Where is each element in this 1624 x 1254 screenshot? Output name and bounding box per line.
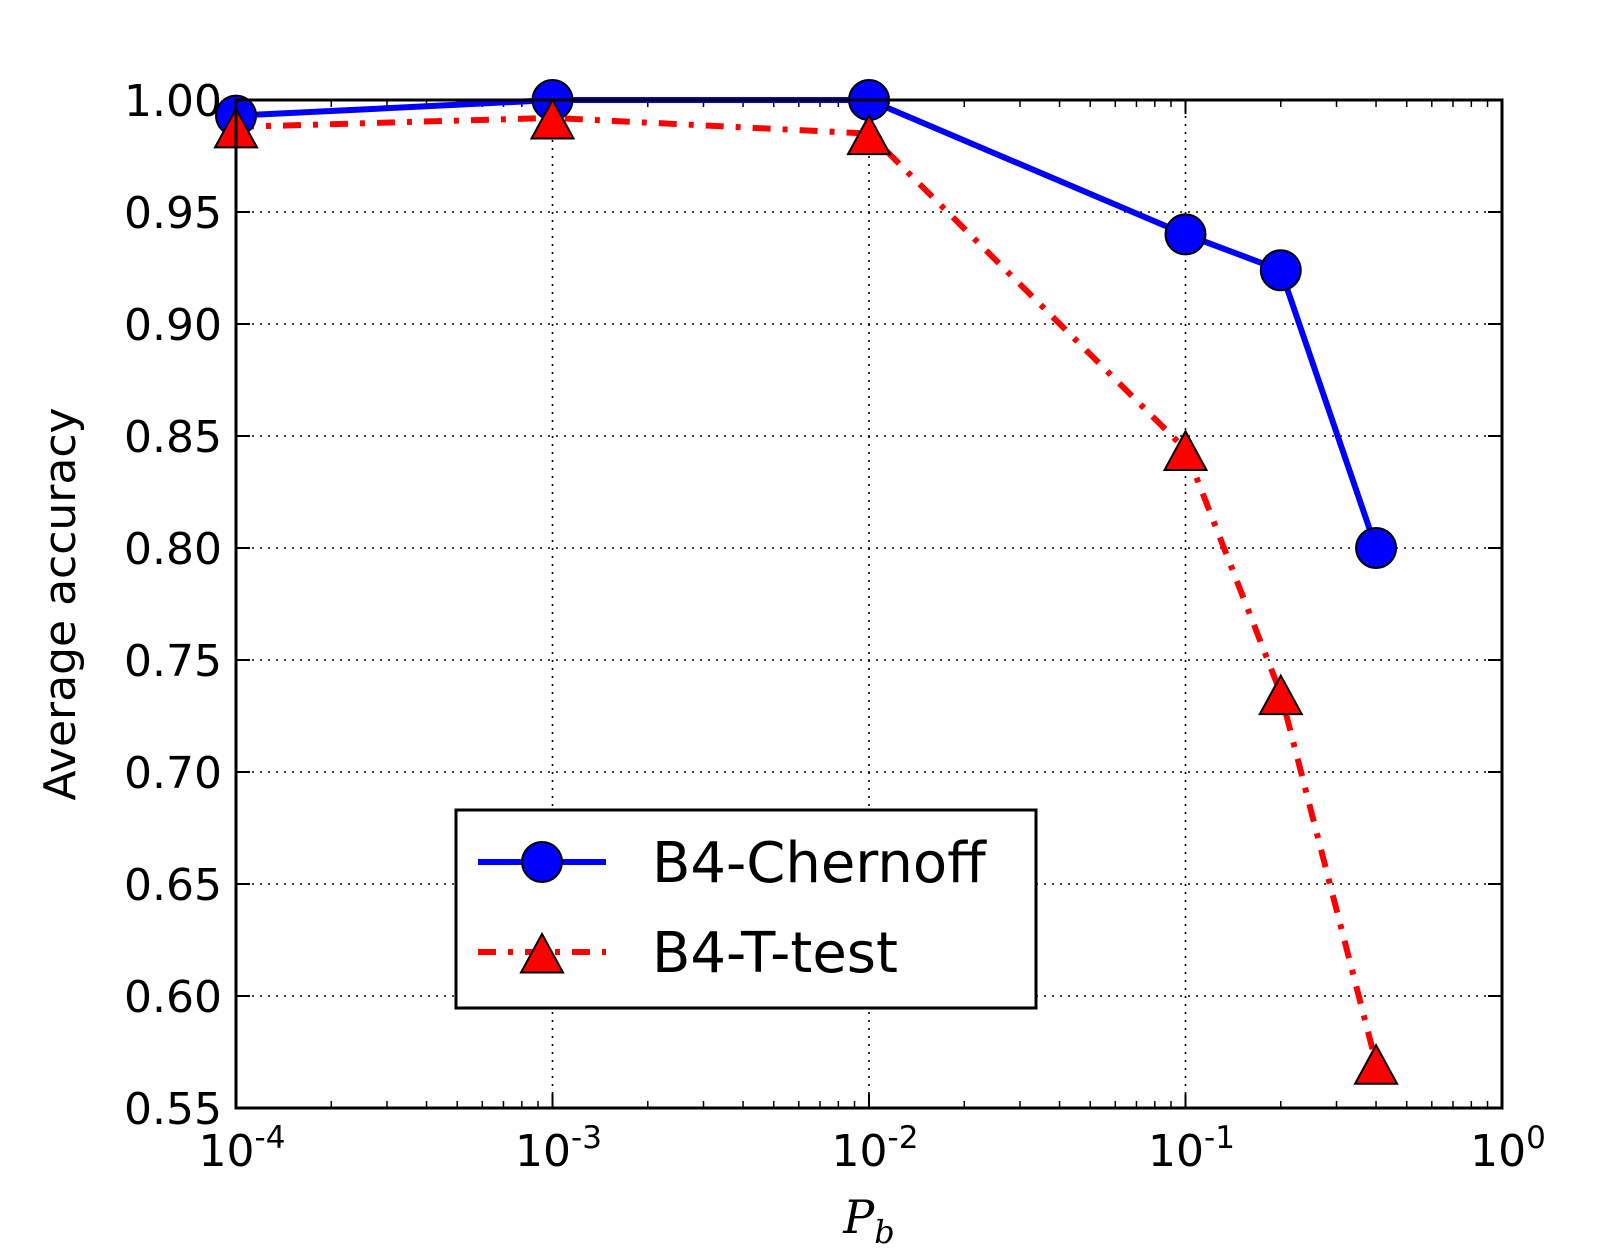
series-line-b4-t-test: [235, 114, 1380, 1064]
x-axis-label: Pb: [842, 1190, 894, 1251]
y-tick-label: 0.90: [124, 300, 222, 351]
legend-box: [454, 808, 1038, 1010]
y-tick-label: 0.55: [124, 1084, 222, 1135]
plot-frame: [234, 98, 1504, 1110]
legend-label-b4-t-test: B4-T-test: [652, 921, 898, 986]
data-point-b4-t-test: [1353, 1043, 1399, 1085]
data-point-b4-t-test: [1162, 429, 1209, 471]
series-markers: [213, 79, 1399, 1085]
legend-label-b4-chernoff: B4-Chernoff: [652, 831, 987, 896]
y-tick-label: 0.60: [124, 972, 222, 1023]
x-tick-label: 100: [1470, 1120, 1546, 1177]
y-axis-label: Average accuracy: [35, 407, 86, 800]
legend-marker-b4-t-test: [519, 931, 565, 974]
data-point-b4-chernoff: [1164, 213, 1207, 256]
y-tick-label: 1.00: [124, 76, 222, 127]
data-point-b4-t-test: [846, 113, 892, 156]
y-tick-label: 0.65: [124, 860, 222, 911]
data-point-b4-t-test: [1258, 673, 1304, 716]
y-tick-label: 0.80: [124, 524, 222, 575]
series-lines: [235, 97, 1380, 1064]
y-tick-label: 0.95: [124, 188, 222, 239]
legend: B4-Chernoff B4-T-test: [454, 808, 1038, 1010]
data-point-b4-t-test: [529, 97, 576, 140]
y-tick-label: 0.70: [124, 748, 222, 799]
data-point-b4-chernoff: [1259, 249, 1302, 292]
data-point-b4-chernoff: [1355, 527, 1398, 569]
legend-marker-b4-chernoff: [521, 841, 563, 883]
x-tick-label: 10-2: [832, 1120, 919, 1177]
x-tick-label: 10-4: [199, 1120, 286, 1177]
y-tick-label: 0.75: [124, 636, 222, 687]
series-line-b4-chernoff: [235, 97, 1379, 549]
x-tick-label: 10-1: [1148, 1120, 1235, 1177]
x-tick-label: 10-3: [515, 1120, 602, 1177]
y-tick-label: 0.85: [124, 412, 222, 463]
